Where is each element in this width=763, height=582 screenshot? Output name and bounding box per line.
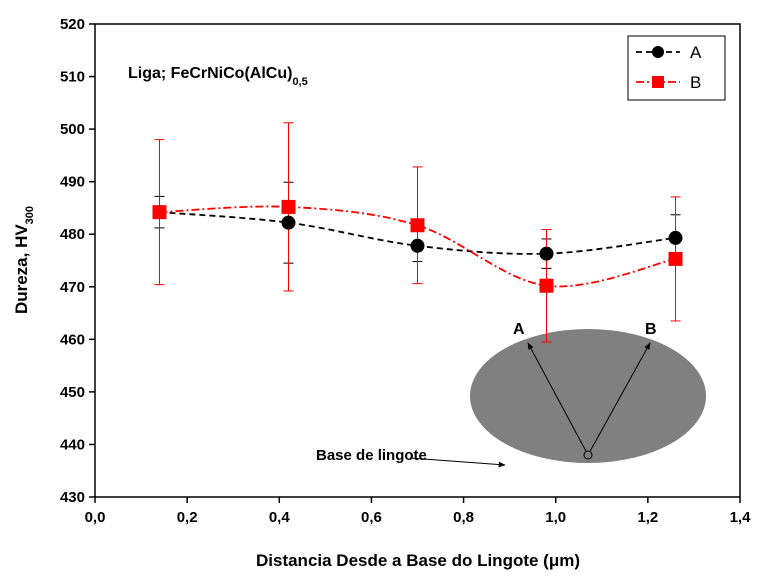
y-tick-label: 450 (60, 384, 85, 401)
y-tick-label: 470 (60, 279, 85, 296)
data-point (539, 246, 554, 261)
data-point (410, 218, 425, 233)
y-tick-label: 430 (60, 489, 85, 506)
data-point (668, 251, 683, 266)
y-tick-label: 510 (60, 69, 85, 86)
legend-label: B (690, 73, 701, 92)
x-tick-label: 0,6 (361, 509, 382, 526)
data-point (410, 238, 425, 253)
y-tick-label: 500 (60, 121, 85, 138)
x-tick-label: 0,0 (85, 509, 106, 526)
arrow-b (587, 342, 651, 456)
ingot-shape (470, 329, 706, 463)
inset-label: A (513, 321, 525, 338)
y-tick-label: 490 (60, 174, 85, 191)
inset-label: B (645, 321, 657, 338)
base-point (583, 450, 593, 460)
y-label-text: Dureza, HV (12, 224, 31, 314)
annotation: Liga; FeCrNiCo(AlCu)0,5 (128, 65, 308, 88)
y-tick-label: 520 (60, 16, 85, 33)
legend-marker (652, 46, 664, 58)
y-tick-label: 480 (60, 226, 85, 243)
y-tick-label: 440 (60, 436, 85, 453)
data-point (668, 230, 683, 245)
x-tick-label: 1,4 (730, 509, 752, 526)
y-axis-label: Dureza, HV300 (12, 206, 36, 314)
x-tick-label: 1,2 (637, 509, 658, 526)
data-point (281, 215, 296, 230)
data-point (152, 205, 167, 220)
data-point (539, 278, 554, 293)
legend-label: A (690, 43, 702, 62)
base-arrow (409, 457, 506, 468)
x-tick-label: 1,0 (545, 509, 566, 526)
y-tick-label: 460 (60, 331, 85, 348)
plot-frame (94, 23, 741, 498)
x-tick-label: 0,2 (177, 509, 198, 526)
data-point (281, 199, 296, 214)
legend-marker (652, 76, 664, 88)
arrow-a (527, 342, 589, 456)
legend-box (627, 35, 726, 101)
inset-label: Base de lingote (316, 447, 427, 464)
y-label-subscript: 300 (24, 206, 36, 224)
annotation-text: Liga; FeCrNiCo(AlCu) (128, 65, 292, 82)
annotation-subscript: 0,5 (292, 76, 307, 88)
x-tick-label: 0,4 (269, 509, 291, 526)
x-tick-label: 0,8 (453, 509, 474, 526)
x-axis-label: Distancia Desde a Base do Lingote (μm) (256, 551, 580, 570)
